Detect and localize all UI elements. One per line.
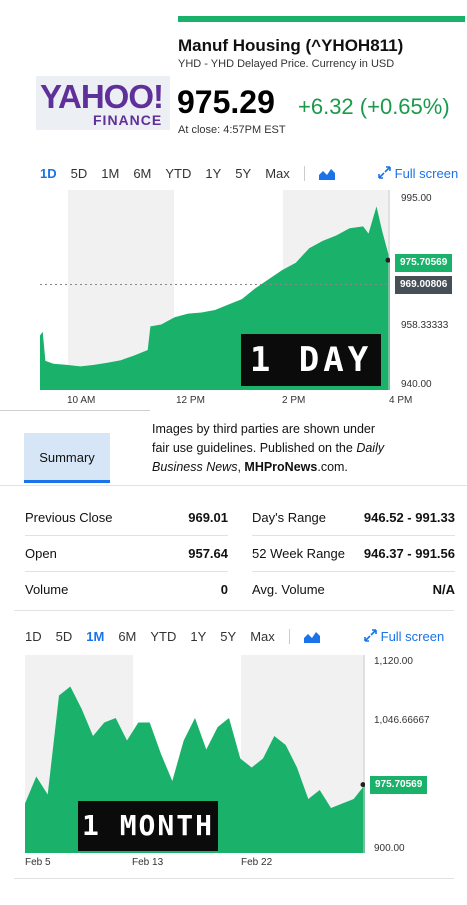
stat-label: Avg. Volume <box>252 582 325 597</box>
day-x-label-12pm: 12 PM <box>176 395 205 406</box>
month-tab-ytd[interactable]: YTD <box>150 629 177 644</box>
quote-subtitle: YHD - YHD Delayed Price. Currency in USD <box>178 58 395 70</box>
month-tab-max[interactable]: Max <box>250 629 275 644</box>
stat-divider <box>25 535 228 536</box>
day-tab-max[interactable]: Max <box>265 166 290 181</box>
stat-divider <box>25 571 228 572</box>
stat-value: 969.01 <box>188 510 228 525</box>
day-chart-range-tabs: 1D 5D 1M 6M YTD 1Y 5Y Max <box>40 166 335 181</box>
day-x-label-4pm: 4 PM <box>389 395 413 406</box>
day-fullscreen-button[interactable]: Full screen <box>378 166 458 181</box>
month-y-label-mid: 1,046.66667 <box>374 715 430 726</box>
day-overlay-banner: 1 DAY <box>241 334 381 386</box>
stat-value: 957.64 <box>188 546 228 561</box>
stat-label: Volume <box>25 582 69 597</box>
stat-days-range: Day's Range 946.52 - 991.33 <box>252 500 455 536</box>
logo-sub-text: FINANCE <box>93 112 163 128</box>
stat-value: N/A <box>432 582 455 597</box>
month-fullscreen-label: Full screen <box>380 629 445 644</box>
day-tab-1m[interactable]: 1M <box>101 166 120 181</box>
month-tab-5y[interactable]: 5Y <box>220 629 237 644</box>
notice-comma: , <box>237 460 245 474</box>
month-tab-1y[interactable]: 1Y <box>190 629 207 644</box>
quote-price: 975.29 <box>177 84 275 120</box>
stat-label: Previous Close <box>25 510 113 525</box>
month-fullscreen-button[interactable]: Full screen <box>364 629 444 644</box>
month-current-price-flag: 975.70569 <box>370 776 428 794</box>
logo-main-text: YAHOO! <box>40 78 164 115</box>
month-tab-1m[interactable]: 1M <box>86 629 105 644</box>
day-y-label-mid: 958.33333 <box>401 320 449 331</box>
day-tab-1y[interactable]: 1Y <box>205 166 222 181</box>
stat-label: 52 Week Range <box>252 546 345 561</box>
fair-use-notice: Images by third parties are shown under … <box>152 420 442 477</box>
month-last-point <box>360 782 366 788</box>
quote-close-time: At close: 4:57PM EST <box>178 124 286 136</box>
month-overlay-banner: 1 MONTH <box>78 801 218 851</box>
stat-52-week-range: 52 Week Range 946.37 - 991.56 <box>252 536 455 572</box>
mountain-chart-icon[interactable] <box>318 168 335 180</box>
notice-line-2: fair use guidelines. Published on the <box>152 441 357 455</box>
stat-open: Open 957.64 <box>25 536 228 572</box>
day-prev-close-flag: 969.00806 <box>395 276 453 294</box>
month-tab-6m[interactable]: 6M <box>118 629 137 644</box>
stat-previous-close: Previous Close 969.01 <box>25 500 228 536</box>
day-tab-ytd[interactable]: YTD <box>165 166 192 181</box>
notice-italic-1: Daily <box>356 441 385 455</box>
yahoo-finance-logo[interactable]: YAHOO! FINANCE <box>36 76 170 130</box>
month-chart-range-tabs: 1D 5D 1M 6M YTD 1Y 5Y Max <box>25 629 320 644</box>
month-x-label-feb5: Feb 5 <box>25 857 51 868</box>
stat-divider <box>252 535 455 536</box>
bottom-divider <box>14 878 454 879</box>
day-last-point <box>385 257 391 263</box>
stat-value: 0 <box>220 582 228 597</box>
expand-arrows-icon <box>364 629 377 642</box>
month-x-label-feb22: Feb 22 <box>241 857 273 868</box>
notice-italic-2: Business News <box>152 460 238 474</box>
month-x-label-feb13: Feb 13 <box>132 857 164 868</box>
tab-separator <box>288 629 290 644</box>
month-tab-1d[interactable]: 1D <box>25 629 42 644</box>
stat-avg-volume: Avg. Volume N/A <box>252 572 455 608</box>
month-y-label-bottom: 900.00 <box>374 843 405 854</box>
tab-summary[interactable]: Summary <box>24 433 110 483</box>
day-x-label-10am: 10 AM <box>67 395 96 406</box>
day-tab-6m[interactable]: 6M <box>133 166 152 181</box>
stat-value: 946.37 - 991.56 <box>363 546 455 561</box>
expand-arrows-icon <box>378 166 391 179</box>
day-tab-5y[interactable]: 5Y <box>235 166 252 181</box>
header-accent-bar <box>178 16 465 22</box>
notice-line-1: Images by third parties are shown under <box>152 422 376 436</box>
month-tab-5d[interactable]: 5D <box>55 629 73 644</box>
tabs-divider <box>0 485 467 486</box>
month-y-label-top: 1,120.00 <box>374 656 413 667</box>
day-tab-5d[interactable]: 5D <box>70 166 88 181</box>
day-fullscreen-label: Full screen <box>394 166 459 181</box>
day-y-label-top: 995.00 <box>401 193 432 204</box>
day-y-label-bottom: 940.00 <box>401 379 432 390</box>
day-x-label-2pm: 2 PM <box>282 395 306 406</box>
day-tab-1d[interactable]: 1D <box>40 166 57 181</box>
quote-change: +6.32 (+0.65%) <box>298 94 450 119</box>
stat-volume: Volume 0 <box>25 572 228 608</box>
quote-title: Manuf Housing (^YHOH811) <box>178 36 404 55</box>
stat-value: 946.52 - 991.33 <box>363 510 455 525</box>
stat-label: Open <box>25 546 57 561</box>
stat-divider <box>252 571 455 572</box>
notice-end: .com. <box>317 460 348 474</box>
stats-divider <box>14 610 454 611</box>
divider <box>0 410 150 411</box>
tab-separator <box>303 166 305 181</box>
notice-bold: MHProNews <box>244 460 318 474</box>
mountain-chart-icon[interactable] <box>303 631 320 643</box>
stat-label: Day's Range <box>252 510 327 525</box>
day-current-price-flag: 975.70569 <box>395 254 453 272</box>
